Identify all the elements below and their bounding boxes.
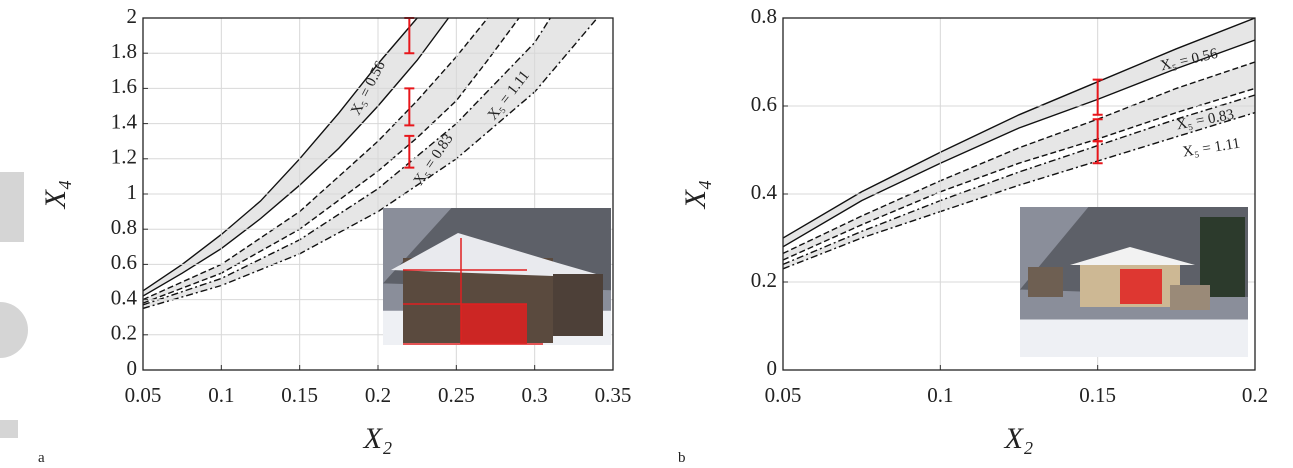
x-tick-label: 0.2 <box>365 383 391 407</box>
x-axis-label: X₂ <box>1004 422 1034 455</box>
y-tick-label: 0.2 <box>751 268 777 292</box>
band-fill <box>783 62 1255 260</box>
error-bar <box>404 134 415 169</box>
y-tick-label: 2 <box>127 4 138 28</box>
y-tick-label: 1.4 <box>111 109 138 133</box>
y-tick-label: 0.8 <box>111 215 137 239</box>
x-tick-label: 0.1 <box>927 383 953 407</box>
band-fill <box>783 95 1255 269</box>
x-tick-label: 0.15 <box>1079 383 1116 407</box>
panel-label: b <box>678 450 686 466</box>
inset-photo <box>383 208 611 345</box>
photo-wall-highlight <box>1120 269 1162 304</box>
x-tick-label: 0.3 <box>522 383 548 407</box>
y-tick-label: 0.6 <box>751 92 777 116</box>
error-bar <box>1092 140 1103 165</box>
panel-label: a <box>38 450 45 466</box>
band-boundary <box>783 18 1255 239</box>
band-boundary <box>783 111 1255 270</box>
photo-house2 <box>553 274 603 336</box>
inset-photo <box>1020 207 1248 357</box>
y-tick-label: 0.8 <box>751 4 777 28</box>
band-boundary <box>783 94 1255 266</box>
band-boundary <box>783 87 1255 261</box>
band-fill <box>143 18 449 297</box>
x-tick-label: 0.1 <box>208 383 234 407</box>
photo-red-lines <box>403 238 543 345</box>
x-tick-label: 0.05 <box>125 383 162 407</box>
axes-frame <box>782 17 1256 371</box>
y-tick-label: 1 <box>127 180 138 204</box>
y-tick-label: 0.6 <box>111 250 137 274</box>
y-tick-label: 1.8 <box>111 39 137 63</box>
x-tick-label: 0.25 <box>438 383 475 407</box>
photo-side-house <box>1028 267 1063 297</box>
y-axis-label: X₄ <box>39 180 72 210</box>
photo-trees <box>1200 217 1245 297</box>
x-tick-label: 0.15 <box>281 383 318 407</box>
band-fill <box>143 18 598 309</box>
photo-roof <box>391 233 603 276</box>
error-bar <box>404 87 415 127</box>
band-fill <box>143 18 519 304</box>
band-boundary <box>143 18 520 304</box>
y-tick-label: 1.6 <box>111 74 137 98</box>
error-bar <box>1092 78 1103 116</box>
band-boundary <box>783 39 1255 248</box>
photo-hut <box>1170 285 1210 310</box>
band-fill <box>783 18 1255 247</box>
y-tick-label: 0 <box>127 356 138 380</box>
x-tick-label: 0.05 <box>765 383 802 407</box>
page-decoration <box>0 172 28 438</box>
band-boundary <box>143 18 418 292</box>
plot-area <box>783 18 1255 270</box>
axes-frame <box>142 17 614 371</box>
y-axis-label: X₄ <box>679 180 712 210</box>
band-boundary <box>783 61 1255 255</box>
y-tick-label: 0.4 <box>751 180 778 204</box>
y-tick-label: 0 <box>767 356 778 380</box>
band-label: X₅ = 1.11 <box>1182 136 1242 161</box>
x-tick-label: 0.2 <box>1242 383 1268 407</box>
photo-snow <box>1020 319 1248 357</box>
photo-wall-highlight <box>461 304 527 344</box>
photo-roof <box>1070 247 1195 265</box>
x-axis-label: X₂ <box>363 422 393 455</box>
x-tick-label: 0.35 <box>595 383 632 407</box>
y-tick-label: 1.2 <box>111 145 137 169</box>
y-tick-label: 0.2 <box>111 321 137 345</box>
y-tick-label: 0.4 <box>111 285 138 309</box>
